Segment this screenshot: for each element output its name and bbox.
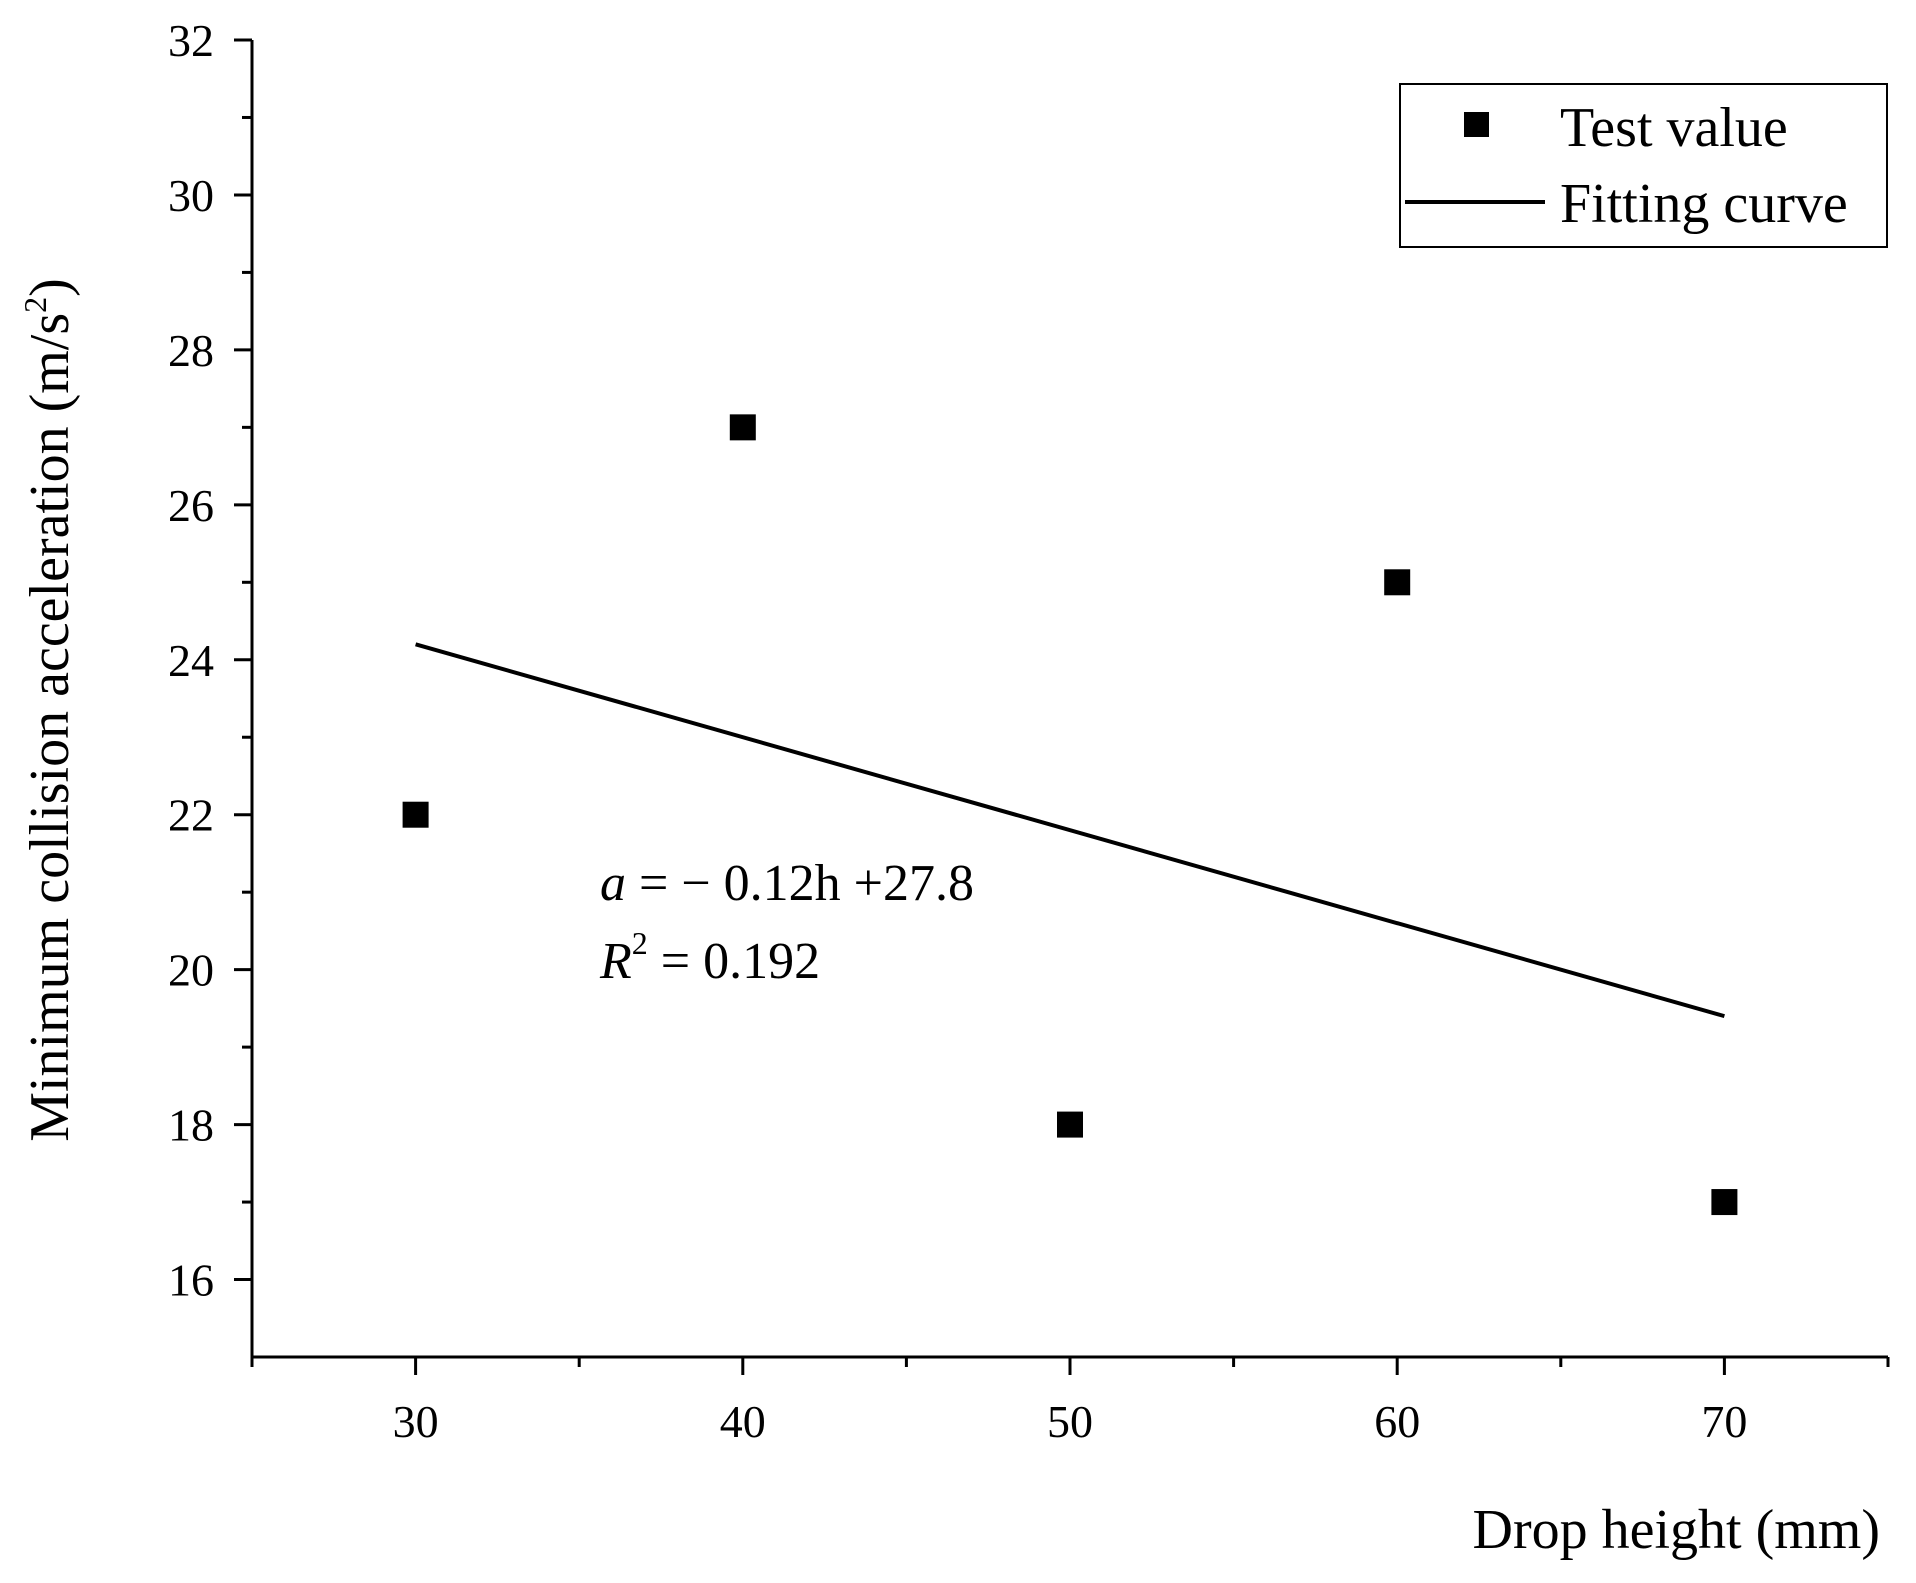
y-axis-title: Minimum collision acceleration (m/s2): [17, 278, 81, 1142]
x-tick-label: 40: [720, 1396, 766, 1447]
y-tick-label: 26: [168, 480, 214, 531]
y-axis-title-main: Minimum collision acceleration (m/s: [19, 313, 81, 1142]
r-squared-superscript: 2: [632, 925, 648, 961]
legend: Test value Fitting curve: [1399, 83, 1888, 248]
r-squared-value: = 0.192: [648, 933, 820, 990]
y-axis-ticks: 16 18 20 22 24 26 28 30 32: [168, 15, 252, 1306]
fitting-curve-series: [415, 642, 1725, 1019]
legend-label-fitting-curve: Fitting curve: [1560, 173, 1848, 235]
x-tick-label: 30: [393, 1396, 439, 1447]
y-axis-title-superscript: 2: [17, 297, 53, 313]
y-axis-title-close: ): [19, 278, 81, 297]
test-value-point: [729, 414, 756, 441]
y-tick-label: 32: [168, 15, 214, 66]
fit-equation-variable: a: [600, 855, 626, 912]
legend-marker-test-value: [1464, 112, 1489, 137]
x-axis-title: Drop height (mm): [1473, 1499, 1880, 1561]
test-value-series: [402, 414, 1738, 1216]
test-value-point: [1057, 1111, 1083, 1138]
y-tick-label: 24: [168, 635, 214, 686]
legend-label-test-value: Test value: [1560, 97, 1788, 159]
y-tick-label: 30: [168, 170, 214, 221]
x-tick-label: 70: [1701, 1396, 1747, 1447]
y-tick-label: 20: [168, 945, 214, 996]
r-squared: R2 = 0.192: [599, 925, 820, 990]
fit-equation-body: = − 0.12h +27.8: [626, 855, 974, 912]
y-tick-label: 28: [168, 325, 214, 376]
test-value-point: [1711, 1189, 1738, 1216]
x-tick-label: 60: [1374, 1396, 1420, 1447]
y-tick-label: 22: [168, 790, 214, 841]
fitting-curve-line: [415, 642, 1725, 1019]
r-squared-variable: R: [599, 933, 632, 990]
y-tick-label: 16: [168, 1255, 214, 1306]
y-tick-label: 18: [168, 1100, 214, 1151]
test-value-point: [402, 801, 429, 828]
legend-box: [1399, 83, 1888, 248]
test-value-point: [1384, 569, 1411, 596]
x-axis-ticks: 30 40 50 60 70: [250, 1357, 1890, 1447]
fit-equation: a = − 0.12h +27.8: [600, 855, 974, 912]
x-tick-label: 50: [1047, 1396, 1093, 1447]
